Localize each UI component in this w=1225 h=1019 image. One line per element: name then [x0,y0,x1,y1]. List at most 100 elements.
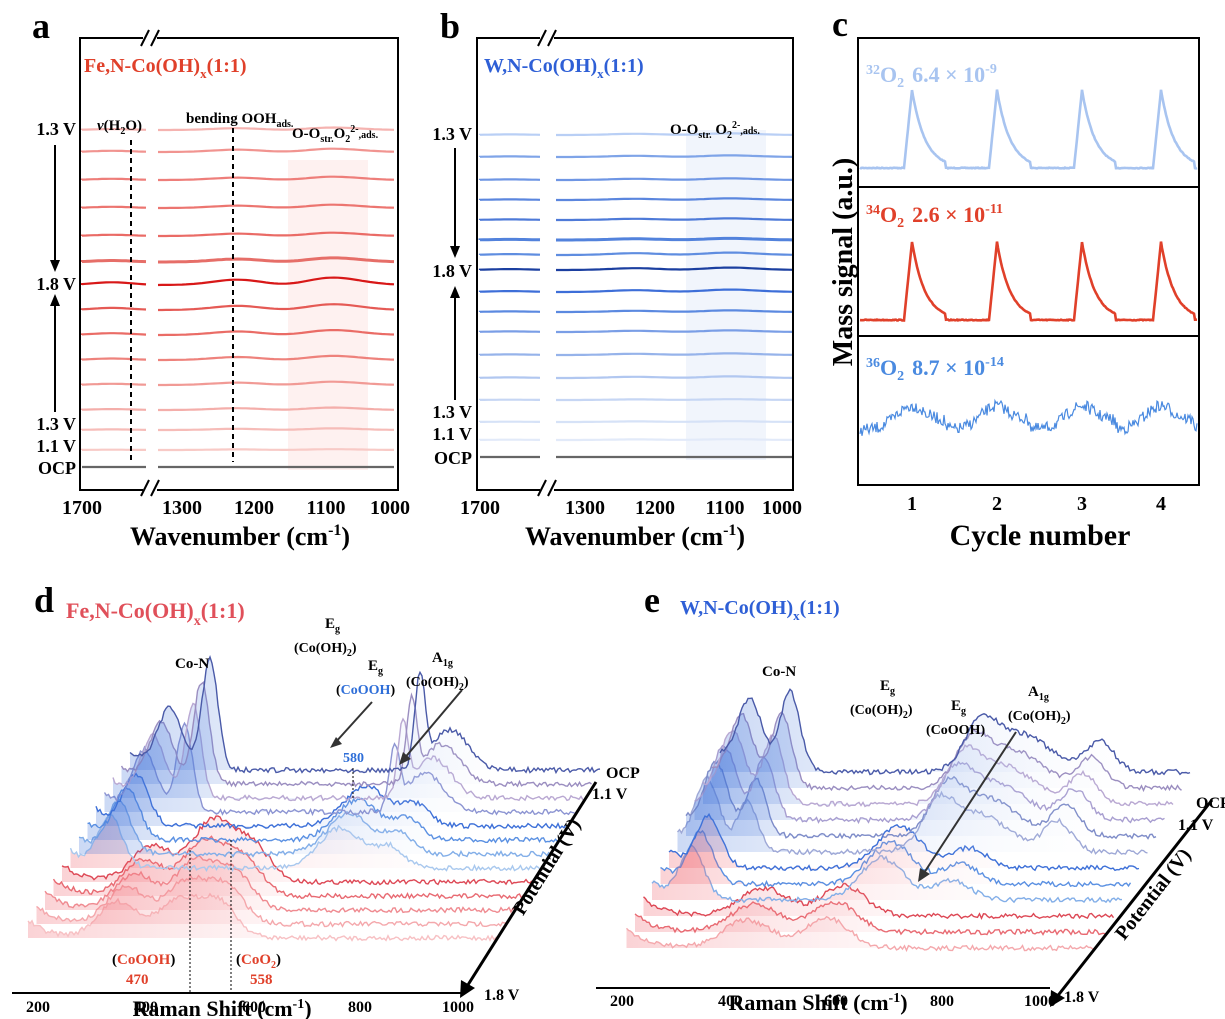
raman-fill [104,723,575,815]
raman-fill [96,773,566,829]
raman-fill [79,799,549,857]
ftir-trace [478,268,541,271]
ftir-trace [478,237,541,242]
frame-b [476,37,794,491]
frame-a [79,37,399,491]
peak-label-cooh-d: (CoOOH) [336,683,395,698]
panel-letter-a: a [32,6,50,46]
ftir-trace [80,382,147,386]
ftir-trace [80,205,147,209]
ftir-trace [478,198,541,201]
tick-label-e: 800 [930,993,954,1010]
tick-label-b: 1700 [460,497,500,519]
potential-label-b: 1.8 V [432,261,472,281]
ftir-trace [478,310,541,313]
peak-label-eg-d: Eg [325,616,340,635]
pointer-arrow-head-e [918,868,930,882]
value-470-d: 470 [126,972,149,988]
tick-label-a: 1700 [62,497,102,519]
arrow-up-head-b [450,286,460,298]
ftir-trace [556,132,793,137]
panel-letter-d: d [34,580,54,620]
peak-label-eg2-d: Eg [368,658,383,677]
axis-break-mark-top-b [537,29,547,47]
peak-label-coh2-d: (Co(OH)2) [294,641,357,659]
potential-label-b: 1.3 V [432,124,472,144]
potential-label-a: 1.8 V [36,274,76,294]
ftir-trace [158,380,395,387]
ftir-trace [158,354,395,362]
peak-label-con-d: Co-N [175,656,209,672]
axis-break-mark-b [547,479,557,497]
panel-letter-b: b [440,6,460,46]
raman-fill [694,745,1165,823]
tick-label-d: 400 [134,999,158,1016]
peak-label-eg2-e: Eg [951,698,966,717]
tick-label-b: 1100 [706,497,745,519]
xlabel-a: Wavenumber (cm-1) [130,522,350,551]
tick-label-e: 400 [718,993,742,1010]
title-b: W,N-Co(OH)x(1:1) [484,55,644,81]
ftir-trace [556,375,793,380]
potential-label-b: OCP [434,448,472,468]
raman-fill [45,855,515,913]
potential-label-a: 1.3 V [36,414,76,434]
ftir-trace [80,408,147,411]
potential-label-b: 1.1 V [432,424,472,444]
traces-c [859,89,1198,436]
raman-trace [129,655,601,775]
ftir-trace [556,398,792,402]
xlabel-e: Raman Shift (cm-1) [728,990,907,1015]
xlabel-c: Cycle number [950,519,1131,552]
ftir-trace [478,155,541,158]
traces-a [80,126,395,469]
ocp-label-e: OCP [1196,795,1225,812]
pointer-arrow2-head-d [399,752,411,765]
ftir-trace [158,126,395,132]
raman-fill [121,682,592,787]
ftir-trace [556,329,793,334]
panel-c: c 32O2 6.4 × 10-9 34O2 2.6 × 10-11 36O2 8.7… [828,4,1200,552]
ftir-trace [478,290,541,293]
potential-label-a: OCP [38,458,76,478]
ftir-trace [158,147,395,154]
raman-trace [103,721,575,817]
tick-label-e: 200 [610,993,634,1010]
tick-label-d: 200 [26,999,50,1016]
pointer-arrow-head-d [330,737,342,748]
tick-label-e: 600 [824,993,848,1010]
tick-label-c: 1 [907,493,917,515]
panel-d: d Fe,N-Co(OH)x(1:1) Co-N Eg (Co(OH)2) Eg… [12,580,640,1019]
peak-label-coh2b-e: (Co(OH)2) [1008,709,1071,727]
ftir-trace [157,276,395,287]
potential-label-e: Potential (V) [1111,844,1196,944]
axis-break-mark-top-a [150,29,160,47]
raman-trace [643,882,1115,921]
potential-label-a: 1.1 V [36,436,76,456]
potential-label-a: 1.3 V [36,119,76,139]
ftir-trace [80,233,147,237]
raman-fill [720,689,1190,775]
label-bending-a: bending OOHads. [186,111,294,130]
arrow-up-head-a [50,294,60,306]
ftir-trace [556,236,793,242]
raman-fill [36,875,507,927]
band-region-a [288,160,368,470]
ftir-trace [80,128,147,131]
ftir-trace [556,438,792,442]
ftir-trace [478,218,541,221]
ftir-trace [158,303,395,312]
mass-signal-trace [859,89,1198,170]
raman-fill [643,883,1114,919]
tick-label-a: 1000 [370,497,410,519]
ftir-trace [556,251,793,257]
tick-label-a: 1200 [234,497,274,519]
value-558-d: 558 [250,972,273,988]
isotope-label-36: 36O2 8.7 × 10-14 [866,355,1004,384]
v11-label-d: 1.1 V [592,786,628,803]
peak-label-coh2-e: (Co(OH)2) [850,703,913,721]
peak-label-a1g-e: A1g [1028,684,1049,703]
tick-label-b: 1200 [635,497,675,519]
pointer-arrow-e [921,731,1017,877]
